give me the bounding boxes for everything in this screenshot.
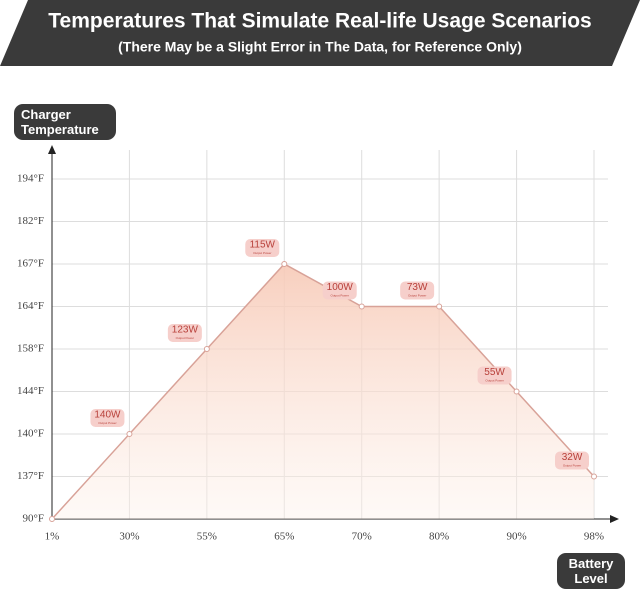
point-sublabel: Output Power — [176, 336, 194, 340]
y-tick-label: 144°F — [17, 385, 44, 397]
point-label: 100W — [327, 282, 354, 293]
point-label: 140W — [94, 410, 121, 421]
y-axis-arrow — [48, 145, 56, 154]
y-tick-label: 194°F — [17, 173, 44, 185]
point — [49, 516, 55, 522]
x-tick-label: 1% — [45, 531, 60, 543]
label-pill — [90, 409, 125, 427]
y-tick-label: 167°F — [17, 258, 44, 270]
x-tick-label: 98% — [584, 531, 604, 543]
x-axis-arrow — [610, 515, 619, 523]
point-label: 32W — [562, 452, 583, 463]
chart-title: Temperatures That Simulate Real-life Usa… — [48, 10, 591, 33]
point-sublabel: Output Power — [98, 421, 116, 425]
y-tick-label: 90°F — [22, 513, 44, 525]
point — [203, 346, 210, 352]
x-tick-label: 70% — [352, 531, 372, 543]
point — [436, 303, 443, 310]
y-tick-label: 182°F — [17, 215, 44, 227]
label-pill — [322, 281, 357, 300]
point — [358, 303, 365, 310]
x-tick-label: 80% — [429, 531, 449, 543]
plot: 90°F 137°F 140°F 144°F 158°F 164°F 167°F 182°F 1… — [17, 145, 619, 543]
point-label: 115W — [250, 240, 276, 251]
point-sublabel: Output Power — [408, 293, 426, 297]
point-sublabel: Output Power — [485, 378, 503, 382]
point-sublabel: Output Power — [563, 463, 581, 467]
label-pill — [167, 324, 202, 342]
y-tick-label: 164°F — [17, 300, 44, 312]
y-tick-label: 158°F — [17, 343, 44, 355]
x-tick-label: 65% — [274, 531, 294, 543]
x-tick-label: 55% — [197, 531, 217, 543]
point — [281, 261, 288, 267]
chart-subtitle: (There May be a Slight Error in The Data… — [118, 39, 522, 55]
point — [513, 388, 520, 395]
x-tick-label: 90% — [506, 531, 526, 543]
label-pill — [477, 366, 512, 385]
area — [52, 264, 594, 519]
point-label: 55W — [484, 367, 505, 378]
point-sublabel: Output Power — [331, 293, 349, 297]
y-tick-label: 140°F — [17, 428, 44, 440]
y-tick-label: 137°F — [17, 470, 44, 482]
point-label: 73W — [407, 282, 428, 293]
y-axis-label: Charger Temperature — [14, 104, 116, 140]
point — [126, 431, 133, 437]
label-pill — [555, 451, 589, 470]
label-pill — [400, 281, 435, 300]
point-sublabel: Output Power — [253, 251, 271, 255]
x-axis-label: Battery Level — [557, 553, 625, 589]
label-pill — [245, 239, 280, 257]
x-tick-label: 30% — [119, 531, 139, 543]
title-banner — [0, 0, 640, 66]
point-label: 123W — [172, 325, 199, 336]
point — [591, 473, 597, 480]
